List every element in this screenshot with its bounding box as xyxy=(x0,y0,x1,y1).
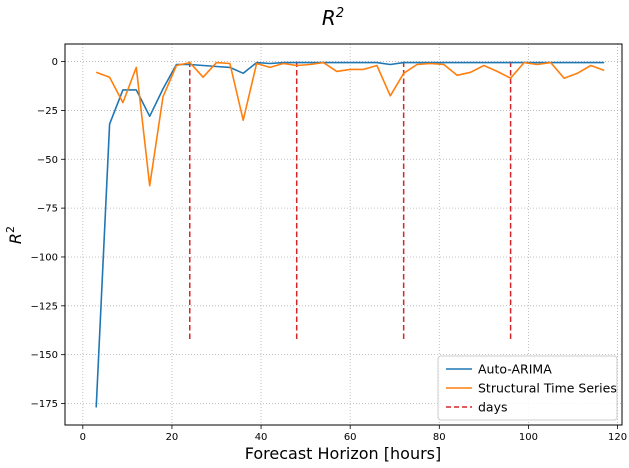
y-tick-label: −175 xyxy=(31,399,58,410)
x-tick-label: 100 xyxy=(519,432,538,443)
series xyxy=(95,61,605,408)
series-line-structural-time-series xyxy=(95,61,605,187)
days-lines xyxy=(189,61,512,340)
legend-label-auto-arima: Auto-ARIMA xyxy=(478,362,552,377)
y-axis-ticks: 0 −25 −50 −75 −100 −125 −150 −175 xyxy=(31,57,65,410)
legend-label-structural-time-series: Structural Time Series xyxy=(478,381,617,396)
x-tick-label: 40 xyxy=(255,432,268,443)
legend: Auto-ARIMA Structural Time Series days xyxy=(437,355,618,421)
x-tick-label: 60 xyxy=(344,432,357,443)
x-tick-label: 80 xyxy=(433,432,446,443)
legend-box xyxy=(437,355,618,421)
y-tick-label: 0 xyxy=(52,57,58,68)
x-tick-label: 20 xyxy=(166,432,179,443)
y-axis-title: R2 xyxy=(4,226,25,244)
y-tick-label: −25 xyxy=(37,106,58,117)
y-tick-label: −75 xyxy=(37,204,58,215)
y-tick-label: −150 xyxy=(31,350,58,361)
y-tick-label: −100 xyxy=(31,252,58,263)
axes-frame xyxy=(64,43,623,426)
y-tick-label: −125 xyxy=(31,301,58,312)
x-axis-title: Forecast Horizon [hours] xyxy=(245,444,442,463)
y-tick-label: −50 xyxy=(37,155,58,166)
legend-label-days: days xyxy=(478,400,508,415)
x-axis-ticks: 0 20 40 60 80 100 120 xyxy=(80,425,627,443)
x-tick-label: 120 xyxy=(608,432,627,443)
x-tick-label: 0 xyxy=(80,432,86,443)
chart-title: R2 xyxy=(322,6,344,30)
grid xyxy=(65,44,622,425)
